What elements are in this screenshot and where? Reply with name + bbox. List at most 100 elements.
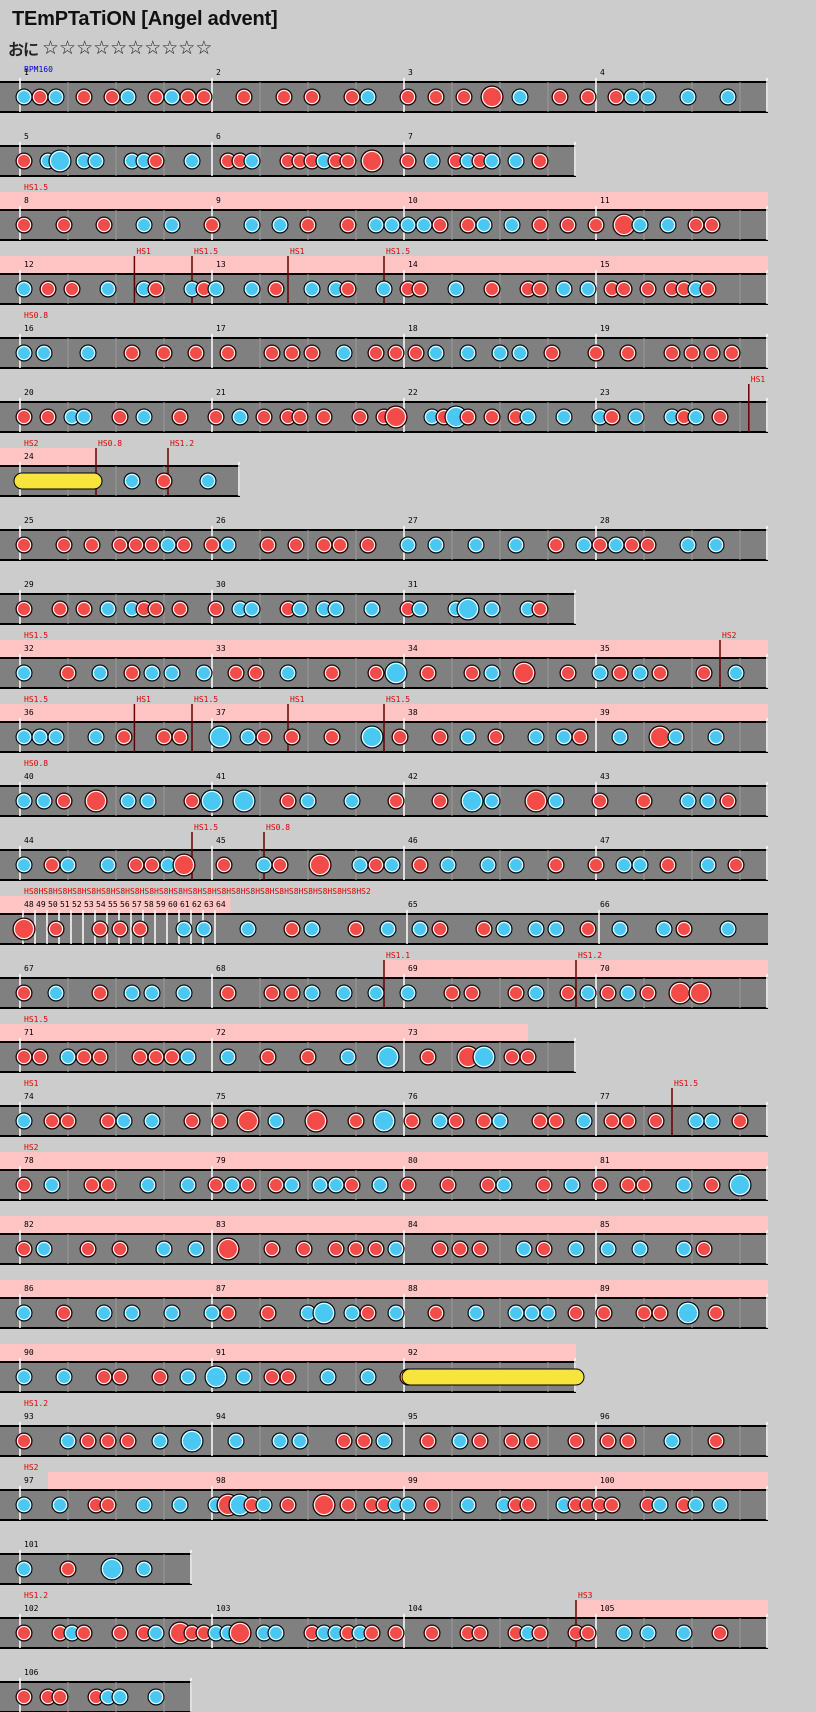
don-note <box>651 1304 669 1322</box>
don-note <box>723 344 741 362</box>
ka-note <box>459 344 477 362</box>
note-rim <box>641 282 655 296</box>
note-rim <box>129 858 143 872</box>
don-note <box>591 536 609 554</box>
drumroll-note <box>13 472 103 490</box>
note-rim <box>221 986 235 1000</box>
note-rim <box>381 922 395 936</box>
note-rim <box>113 538 127 552</box>
ka-note <box>563 1176 581 1194</box>
note-rim <box>221 1050 235 1064</box>
ka-note <box>459 1496 477 1514</box>
note-rim <box>401 90 415 104</box>
note-rim <box>678 1303 698 1323</box>
don-note <box>283 344 301 362</box>
don-note <box>579 920 597 938</box>
note-rim <box>121 1434 135 1448</box>
note-rim <box>281 666 295 680</box>
note-rim <box>581 986 595 1000</box>
don-note <box>639 536 657 554</box>
note-rim <box>421 1434 435 1448</box>
don-note <box>119 1432 137 1450</box>
note-rim <box>177 922 191 936</box>
note-rim <box>133 1050 147 1064</box>
note-rim <box>345 1178 359 1192</box>
don-note <box>15 1176 33 1194</box>
scroll-speed-label: HS8HS8HS8HS8HS8HS8HS8HS8HS8HS8HS8HS8HS8H… <box>24 887 371 896</box>
ka-note <box>15 88 33 106</box>
note-rim <box>57 1370 71 1384</box>
note-rim <box>261 1306 275 1320</box>
scroll-speed-label: HS1 <box>136 247 151 256</box>
ka-note <box>283 1176 301 1194</box>
scroll-speed-label: HS1 <box>751 375 766 384</box>
ka-note <box>171 1496 189 1514</box>
note-rim <box>365 602 379 616</box>
note-rim <box>121 794 135 808</box>
note-rim <box>725 346 739 360</box>
don-note <box>431 216 449 234</box>
ka-note <box>203 1304 221 1322</box>
note-rim <box>637 1178 651 1192</box>
note-rim <box>517 1242 531 1256</box>
measure-number: 40 <box>24 772 34 781</box>
note-rim <box>149 282 163 296</box>
ka-note <box>467 1304 485 1322</box>
don-note <box>727 856 745 874</box>
don-note <box>524 789 548 813</box>
note-rim <box>241 1178 255 1192</box>
don-note <box>15 1432 33 1450</box>
note-rim <box>441 1178 455 1192</box>
measure-number: 7 <box>408 132 413 141</box>
don-note <box>619 344 637 362</box>
don-note <box>327 1240 345 1258</box>
note-rim <box>37 794 51 808</box>
note-rim <box>157 730 171 744</box>
don-note <box>531 152 549 170</box>
note-rim <box>409 346 423 360</box>
don-note <box>423 1496 441 1514</box>
ka-note <box>631 1240 649 1258</box>
note-rim <box>433 794 447 808</box>
note-rim <box>401 218 415 232</box>
ka-note <box>507 536 525 554</box>
don-note <box>363 1624 381 1642</box>
don-note <box>207 1176 225 1194</box>
ka-note <box>35 792 53 810</box>
ka-note <box>631 216 649 234</box>
ka-note <box>567 1240 585 1258</box>
note-rim <box>149 1626 163 1640</box>
note-rim <box>181 1050 195 1064</box>
don-note <box>312 1493 336 1517</box>
note-rim <box>469 538 483 552</box>
don-note <box>703 344 721 362</box>
note-rim <box>117 730 131 744</box>
ka-note <box>411 600 429 618</box>
note-rim <box>145 1114 159 1128</box>
note-rim <box>633 666 647 680</box>
scroll-speed-label: HS1 <box>136 695 151 704</box>
note-rim <box>17 90 31 104</box>
note-rim <box>265 986 279 1000</box>
ka-note <box>515 1240 533 1258</box>
note-rim <box>389 1242 403 1256</box>
note-rim <box>677 1242 691 1256</box>
don-note <box>599 1432 617 1450</box>
measure-number: 16 <box>24 324 34 333</box>
don-note <box>143 536 161 554</box>
don-note <box>543 344 561 362</box>
measure-number: 84 <box>408 1220 418 1229</box>
ka-note <box>311 1176 329 1194</box>
ka-note <box>163 1304 181 1322</box>
measure-number: 75 <box>216 1092 226 1101</box>
note-rim <box>613 730 627 744</box>
ka-note <box>491 1112 509 1130</box>
don-note <box>603 1496 621 1514</box>
don-note <box>51 600 69 618</box>
don-note <box>615 280 633 298</box>
note-rim <box>613 922 627 936</box>
don-note <box>39 408 57 426</box>
ka-note <box>615 856 633 874</box>
don-note <box>619 1112 637 1130</box>
ka-note <box>631 856 649 874</box>
